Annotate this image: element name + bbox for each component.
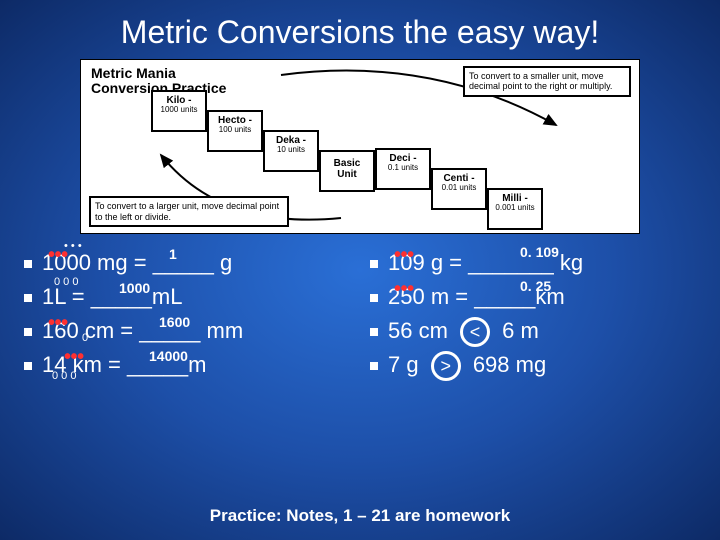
stair-step-6: Milli -0.001 units xyxy=(487,188,543,230)
hop-marks: • • • xyxy=(64,238,82,255)
stair-step-3: BasicUnit xyxy=(319,150,375,192)
hop-marks: 0 xyxy=(82,330,88,347)
bullet-icon xyxy=(370,362,378,370)
stair-step-0: Kilo -1000 units xyxy=(151,90,207,132)
slide-title: Metric Conversions the easy way! xyxy=(0,0,720,59)
conversion-problems: 1000 mg = _____ g1• • •• • •1L = _____mL… xyxy=(0,246,720,382)
answer-overlay: 0. 109 xyxy=(520,242,559,264)
homework-footer: Practice: Notes, 1 – 21 are homework xyxy=(0,506,720,526)
bullet-icon xyxy=(24,328,32,336)
answer-overlay: 14000 xyxy=(149,346,188,368)
stair-step-4: Deci -0.1 units xyxy=(375,148,431,190)
strike-marks: • • • xyxy=(48,308,65,339)
answer-overlay: 1 xyxy=(169,244,177,266)
answer-overlay: 1000 xyxy=(119,278,150,300)
note-larger-unit: To convert to a larger unit, move decima… xyxy=(89,196,289,227)
hop-marks: 0 0 0 xyxy=(52,368,76,385)
stair-step-1: Hecto -100 units xyxy=(207,110,263,152)
note-smaller-unit: To convert to a smaller unit, move decim… xyxy=(463,66,631,97)
metric-stairs-diagram: Metric Mania Conversion Practice Kilo -1… xyxy=(80,59,640,234)
bullet-icon xyxy=(24,260,32,268)
comparison-circle: > xyxy=(431,351,461,381)
strike-marks: • • • xyxy=(394,274,411,305)
problems-left-column: 1000 mg = _____ g1• • •• • •1L = _____mL… xyxy=(24,246,350,382)
problem-row: 1L = _____mL10000 0 0 xyxy=(24,280,350,314)
bullet-icon xyxy=(370,260,378,268)
problem-row: 7 g > 698 mg xyxy=(370,348,696,382)
answer-overlay: 0. 25 xyxy=(520,276,551,298)
stair-step-5: Centi -0.01 units xyxy=(431,168,487,210)
problem-row: 109 g = _______ kg0. 109• • • xyxy=(370,246,696,280)
strike-marks: • • • xyxy=(48,240,65,271)
hop-marks: 0 0 0 xyxy=(54,274,78,291)
bullet-icon xyxy=(370,294,378,302)
bullet-icon xyxy=(24,294,32,302)
problem-row: 250 m = _____km0. 25• • • xyxy=(370,280,696,314)
problem-row: 14 km = _____m14000• • •0 0 0 xyxy=(24,348,350,382)
answer-overlay: 1600 xyxy=(159,312,190,334)
bullet-icon xyxy=(370,328,378,336)
problem-row: 56 cm < 6 m xyxy=(370,314,696,348)
comparison-circle: < xyxy=(460,317,490,347)
strike-marks: • • • xyxy=(394,240,411,271)
stair-step-2: Deka -10 units xyxy=(263,130,319,172)
bullet-icon xyxy=(24,362,32,370)
problems-right-column: 109 g = _______ kg0. 109• • •250 m = ___… xyxy=(370,246,696,382)
